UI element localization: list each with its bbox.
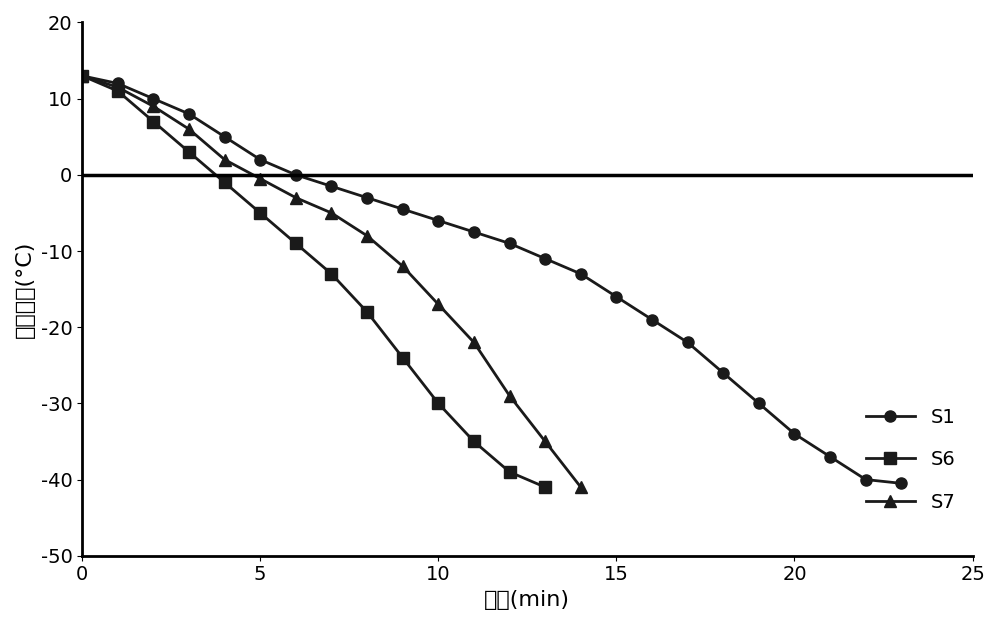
S1 bbox=[575, 270, 587, 278]
S1 bbox=[682, 339, 694, 346]
S6 bbox=[325, 270, 337, 278]
Legend: S1, S6, S7: S1, S6, S7 bbox=[858, 400, 963, 519]
S6 bbox=[432, 399, 444, 407]
S7 bbox=[147, 102, 159, 110]
S7 bbox=[504, 392, 516, 399]
S1 bbox=[788, 430, 800, 437]
S1 bbox=[219, 133, 231, 141]
S7 bbox=[290, 194, 302, 201]
S7 bbox=[397, 262, 409, 270]
S1 bbox=[254, 156, 266, 163]
S6 bbox=[468, 438, 480, 445]
S1 bbox=[325, 182, 337, 190]
Line: S6: S6 bbox=[77, 70, 551, 492]
S7 bbox=[325, 209, 337, 217]
X-axis label: 时间(min): 时间(min) bbox=[484, 590, 570, 610]
S1 bbox=[112, 80, 124, 88]
S6 bbox=[147, 118, 159, 125]
S6 bbox=[219, 179, 231, 186]
S7 bbox=[468, 339, 480, 346]
S1 bbox=[504, 239, 516, 247]
S1 bbox=[468, 228, 480, 236]
S7 bbox=[254, 175, 266, 182]
S1 bbox=[895, 479, 907, 487]
S1 bbox=[361, 194, 373, 201]
S1 bbox=[183, 110, 195, 118]
S1 bbox=[397, 206, 409, 213]
S7 bbox=[76, 72, 88, 79]
S6 bbox=[539, 483, 551, 491]
S6 bbox=[254, 209, 266, 217]
Y-axis label: 中心温度(°C): 中心温度(°C) bbox=[15, 241, 35, 338]
S1 bbox=[860, 476, 872, 483]
S7 bbox=[183, 126, 195, 133]
S1 bbox=[646, 316, 658, 323]
S6 bbox=[361, 308, 373, 316]
Line: S1: S1 bbox=[77, 70, 907, 489]
S1 bbox=[539, 255, 551, 262]
S1 bbox=[290, 171, 302, 179]
S6 bbox=[397, 354, 409, 361]
S7 bbox=[219, 156, 231, 163]
S7 bbox=[361, 232, 373, 239]
Line: S7: S7 bbox=[77, 70, 586, 492]
S6 bbox=[183, 148, 195, 156]
S7 bbox=[539, 438, 551, 445]
S1 bbox=[717, 369, 729, 377]
S1 bbox=[432, 217, 444, 224]
S1 bbox=[824, 453, 836, 461]
S7 bbox=[112, 84, 124, 91]
S6 bbox=[112, 88, 124, 95]
S1 bbox=[753, 399, 765, 407]
S7 bbox=[575, 483, 587, 491]
S6 bbox=[504, 468, 516, 476]
S1 bbox=[147, 95, 159, 102]
S1 bbox=[76, 72, 88, 79]
S7 bbox=[432, 301, 444, 308]
S1 bbox=[610, 293, 622, 301]
S6 bbox=[76, 72, 88, 79]
S6 bbox=[290, 239, 302, 247]
